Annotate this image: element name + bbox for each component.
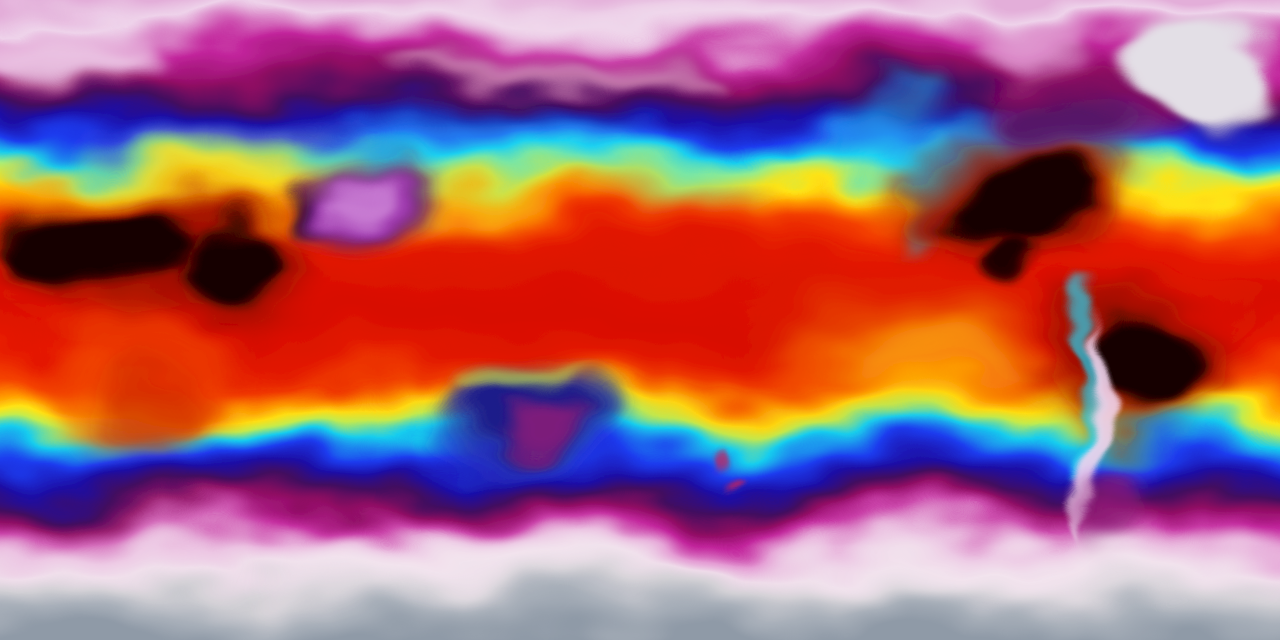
hudson-dark-core (1007, 98, 1117, 146)
greenland-ice-sheet (1131, 26, 1280, 118)
southeast-pacific-yellow-tongue (840, 337, 1040, 393)
arctic-white-band-center (360, 0, 880, 40)
bering-cyan-hook (796, 95, 934, 165)
arctic-white-patch-east (967, 34, 1097, 70)
antarctic-coast-white-east (750, 536, 1270, 588)
kalahari-red-patch (112, 362, 208, 442)
tibet-plateau-highlight (322, 178, 402, 210)
arabia-hot-core (182, 212, 274, 292)
new-zealand-south-island (727, 459, 745, 473)
west-atlantic-orange-patch (0, 172, 110, 204)
siberia-snow-speckle-band (400, 61, 730, 89)
north-australia-warm-rim (446, 372, 590, 396)
patagonia-cold-patch (1077, 456, 1147, 560)
andes-snow-streak (1071, 320, 1097, 540)
us-hot-core (938, 163, 1094, 229)
australia-inner-magenta (492, 413, 572, 451)
east-asia-warm-patch (410, 185, 530, 229)
antarctic-coast-white-west (0, 526, 260, 570)
east-siberia-cyan-swirl (545, 147, 765, 203)
sahara-hot-core (4, 209, 180, 285)
mexico-hot-core (983, 226, 1037, 286)
arctic-white-patch-west (0, 26, 153, 78)
new-zealand-north-island (703, 438, 725, 454)
amazon-hot-core (1076, 318, 1204, 416)
antarctic-coast-white-center (245, 538, 665, 586)
